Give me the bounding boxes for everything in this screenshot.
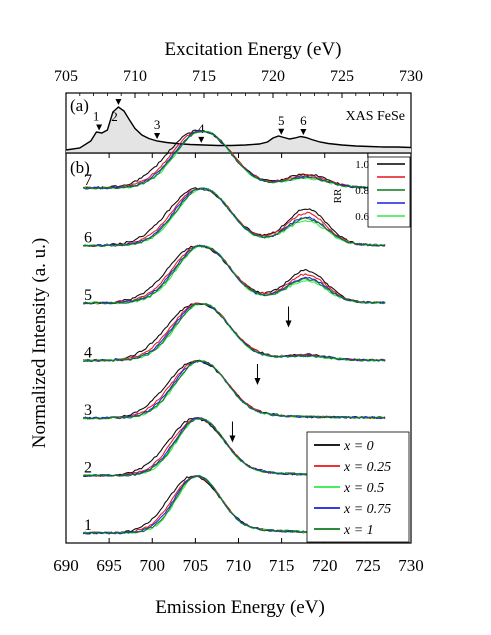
panel-b-label: (b): [70, 158, 90, 177]
rr-legend-rows: 1.0 0.8 0.6: [355, 159, 405, 223]
top-axis-title: Excitation Energy (eV): [165, 39, 342, 60]
excitation-marker-label-1: 1: [93, 109, 100, 124]
trace-5-series-4: [83, 245, 386, 305]
xas-spectrum-line: [65, 106, 412, 151]
arrow-head-3: [254, 378, 261, 385]
trace-6-series-4: [83, 187, 386, 248]
excitation-marker-label-3: 3: [154, 117, 161, 132]
rr-legend-title: RR: [332, 188, 344, 203]
bottom-tick-label: 725: [355, 556, 381, 575]
top-tick-label: 710: [123, 68, 147, 85]
bottom-tick-label: 720: [312, 556, 338, 575]
excitation-marker-label-5: 5: [278, 113, 285, 128]
bottom-axis-title: Emission Energy (eV): [155, 597, 325, 618]
trace-3-series-2: [83, 359, 386, 420]
arrow-head-2: [229, 435, 236, 443]
excitation-marker-4: [198, 136, 205, 143]
trace-label-2: 2: [84, 460, 92, 477]
rr-legend-label-4: 0.6: [355, 211, 369, 223]
x-legend-label-3: x = 0.75: [343, 502, 391, 517]
top-tick-label: 720: [261, 68, 285, 85]
x-legend-rows: x = 0 x = 0.25 x = 0.5 x = 0.75 x = 1: [314, 439, 391, 538]
bottom-tick-label: 695: [96, 556, 122, 575]
trace-5-series-1: [83, 244, 386, 305]
trace-label-5: 5: [84, 287, 92, 304]
top-tick-labels: 705 710 715 720 725 730: [54, 68, 423, 85]
trace-3-series-1: [82, 360, 386, 420]
top-tick-label: 715: [192, 68, 216, 85]
excitation-marker-6: [300, 129, 307, 135]
excitation-marker-label-4: 4: [198, 121, 205, 136]
rr-legend: 1.0 0.8 0.6 RR: [332, 156, 411, 228]
x-legend-label-4: x = 1: [343, 523, 374, 538]
trace-label-7: 7: [84, 172, 92, 189]
bottom-tick-label: 690: [53, 556, 79, 575]
rr-legend-label-0: 1.0: [355, 159, 369, 171]
bottom-tick-label: 715: [269, 556, 295, 575]
x-legend-label-0: x = 0: [343, 439, 374, 454]
xas-sample-label: XAS FeSe: [345, 109, 405, 124]
trace-labels: 1 2 3 4 5 6 7: [84, 172, 92, 534]
rr-legend-label-2: 0.8: [355, 185, 369, 197]
trace-label-1: 1: [84, 517, 92, 534]
xes-curves: [82, 129, 386, 535]
arrow-head-4: [285, 320, 292, 328]
xas-fill: [66, 107, 411, 153]
x-legend-label-1: x = 0.25: [343, 460, 391, 475]
excitation-marker-label-6: 6: [300, 113, 307, 128]
excitation-marker-2: [115, 99, 122, 105]
trace-3-series-3: [82, 359, 386, 420]
x-legend: x = 0 x = 0.25 x = 0.5 x = 0.75 x = 1: [306, 431, 410, 543]
top-tick-label: 725: [330, 68, 354, 85]
bottom-tick-label: 705: [183, 556, 209, 575]
bottom-tick-label: 730: [398, 556, 424, 575]
panel-a-label: (a): [70, 96, 89, 115]
panel-a: 1 23 45 6 (a) XAS FeSe: [65, 92, 412, 154]
excitation-markers: 1 23 45 6: [93, 99, 307, 143]
x-legend-label-2: x = 0.5: [343, 481, 384, 496]
trace-label-6: 6: [84, 230, 92, 247]
excitation-marker-5: [278, 128, 285, 135]
top-tick-label: 705: [54, 68, 78, 85]
bottom-tick-label: 700: [140, 556, 166, 575]
trace-label-4: 4: [84, 345, 92, 362]
trace-arrows: [229, 306, 292, 443]
bottom-tick-label: 710: [226, 556, 252, 575]
excitation-marker-1: [96, 124, 103, 131]
trace-4-series-4: [83, 303, 386, 363]
excitation-marker-label-2: 2: [111, 109, 118, 124]
trace-7-series-4: [83, 130, 386, 190]
excitation-marker-3: [154, 133, 161, 139]
bottom-tick-labels: 690 695 700 705 710 715 720 725 730: [53, 556, 424, 575]
trace-label-3: 3: [84, 402, 92, 419]
trace-3-series-4: [83, 359, 386, 420]
y-axis-title: Normalized Intensity (a. u.): [29, 238, 50, 449]
top-tick-label: 730: [399, 68, 423, 85]
